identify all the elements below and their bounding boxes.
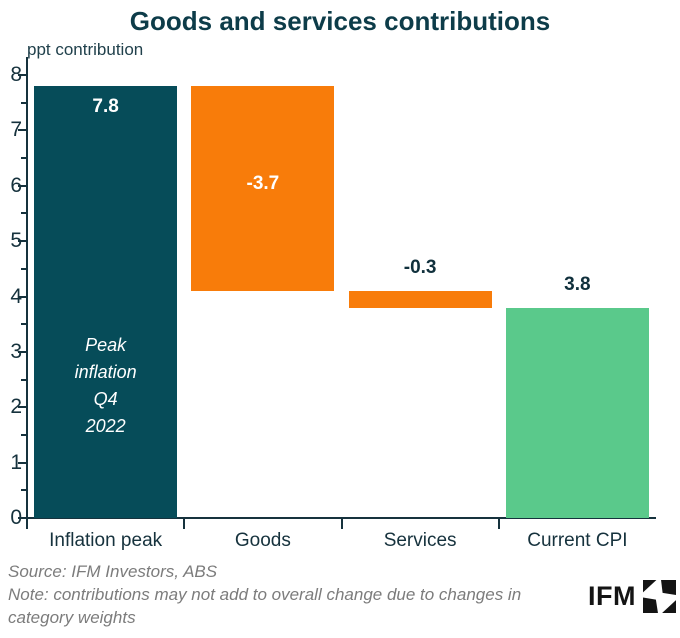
ifm-logo-text: IFM <box>588 580 636 611</box>
ifm-logo: IFM <box>588 578 676 614</box>
y-tick-label: 7 <box>10 118 22 142</box>
x-category-tick <box>183 518 186 529</box>
bar-value-label-inflation-peak: 7.8 <box>92 96 119 118</box>
bar-value-label-current-cpi: 3.8 <box>564 273 591 295</box>
y-major-tick <box>18 295 26 298</box>
y-major-tick <box>18 406 26 409</box>
y-minor-tick <box>21 433 26 436</box>
chart-title: Goods and services contributions <box>129 6 551 36</box>
y-minor-tick <box>21 378 26 381</box>
y-axis-unit-label: ppt contribution <box>27 40 144 59</box>
y-tick-label: 1 <box>10 450 22 474</box>
y-major-tick <box>18 517 26 519</box>
y-tick-label: 3 <box>10 339 22 363</box>
y-major-tick <box>18 350 26 353</box>
y-tick-label: 4 <box>10 284 22 308</box>
x-category-label-inflation-peak: Inflation peak <box>49 530 163 551</box>
bar-annotation-inflation-peak: Peak inflation Q4 2022 <box>34 332 177 440</box>
y-tick-label: 0 <box>10 506 22 529</box>
annotation-line: Q4 <box>93 389 118 410</box>
y-minor-tick <box>21 267 26 270</box>
ifm-logo-mark-icon <box>643 579 676 613</box>
x-category-tick <box>497 518 500 529</box>
bar-inflation-peak: 7.8 Peak inflation Q4 2022 <box>34 86 178 518</box>
y-major-tick <box>18 184 26 187</box>
bar-value-label-goods: -3.7 <box>246 172 280 194</box>
y-tick-label: 8 <box>10 63 22 86</box>
source-text: Source: IFM Investors, ABS <box>8 562 218 581</box>
bar-services <box>348 290 492 308</box>
y-axis-line <box>26 57 28 529</box>
y-major-tick <box>18 74 26 76</box>
y-minor-tick <box>21 489 26 492</box>
x-category-tick <box>340 518 343 529</box>
note-text: Note: contributions may not add to overa… <box>8 585 522 627</box>
y-major-tick <box>18 461 26 464</box>
y-minor-tick <box>21 323 26 326</box>
y-tick-label: 6 <box>10 173 22 197</box>
y-tick-label: 5 <box>10 229 22 253</box>
y-tick-label: 2 <box>10 395 22 419</box>
x-category-label-current-cpi: Current CPI <box>527 530 628 551</box>
y-minor-tick <box>21 212 26 215</box>
x-category-label-services: Services <box>383 530 457 551</box>
x-category-label-goods: Goods <box>234 530 291 551</box>
annotation-line: inflation <box>74 362 137 383</box>
bar-current-cpi <box>505 307 649 518</box>
annotation-line: 2022 <box>85 416 126 437</box>
y-major-tick <box>18 240 26 243</box>
bar-goods: -3.7 <box>191 86 335 291</box>
y-major-tick <box>18 129 26 132</box>
annotation-line: Peak <box>85 335 127 356</box>
y-minor-tick <box>21 101 26 104</box>
y-minor-tick <box>21 157 26 160</box>
bar-value-label-services: -0.3 <box>403 256 437 278</box>
